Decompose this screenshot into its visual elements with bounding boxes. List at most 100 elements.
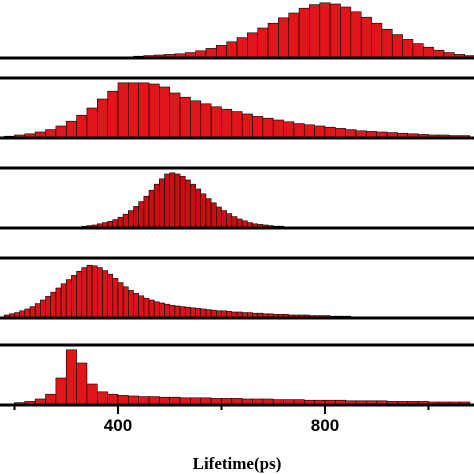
bar xyxy=(138,295,145,319)
bar xyxy=(96,267,103,319)
bar xyxy=(210,202,217,229)
bar xyxy=(159,86,171,139)
bar xyxy=(221,210,227,229)
bar xyxy=(159,302,165,319)
bar xyxy=(174,173,181,229)
bar xyxy=(231,216,238,229)
bar xyxy=(303,124,315,139)
bar xyxy=(29,306,36,319)
bar xyxy=(112,278,119,319)
bar xyxy=(128,82,139,139)
bar xyxy=(164,173,171,229)
bar xyxy=(350,11,362,59)
bar xyxy=(107,90,119,139)
bar xyxy=(122,286,129,319)
bar xyxy=(267,22,279,59)
bar xyxy=(76,362,88,406)
bar xyxy=(133,293,139,319)
bar xyxy=(55,125,67,139)
bar xyxy=(40,299,46,319)
bar xyxy=(293,123,305,139)
bar xyxy=(236,37,248,59)
bar xyxy=(50,291,57,319)
bar xyxy=(148,299,155,319)
bar xyxy=(309,4,321,59)
bar xyxy=(148,189,155,229)
bar xyxy=(117,216,124,229)
bar xyxy=(221,108,233,139)
bar xyxy=(272,119,284,139)
bar xyxy=(205,198,212,229)
bar xyxy=(96,391,108,406)
bar xyxy=(169,92,181,139)
bar xyxy=(86,383,98,406)
bar xyxy=(241,113,253,139)
bar xyxy=(190,183,196,229)
bar xyxy=(148,83,160,139)
bar xyxy=(91,265,98,319)
bar xyxy=(169,172,176,229)
bar xyxy=(81,267,88,319)
bar xyxy=(402,39,414,59)
x-axis-label: Lifetime(ps) xyxy=(193,454,282,473)
bar xyxy=(55,377,67,406)
bar xyxy=(278,17,290,59)
bar xyxy=(195,188,202,229)
bar xyxy=(138,201,145,229)
bar xyxy=(128,290,134,319)
bar xyxy=(174,305,181,319)
bar xyxy=(210,106,222,139)
bar xyxy=(164,303,171,319)
bar xyxy=(133,206,139,229)
bar xyxy=(34,303,41,319)
bar xyxy=(184,306,191,319)
bar xyxy=(55,287,62,319)
bar xyxy=(340,6,352,59)
bar xyxy=(128,210,134,229)
bar xyxy=(226,213,233,229)
bar xyxy=(360,16,372,59)
bar xyxy=(159,178,165,229)
bar xyxy=(138,82,150,139)
bar xyxy=(216,206,222,229)
bar xyxy=(96,98,108,139)
bar xyxy=(216,45,227,59)
bar xyxy=(381,28,393,59)
bar xyxy=(71,275,77,319)
bar xyxy=(45,393,57,406)
bar xyxy=(184,179,191,229)
bar xyxy=(283,121,295,139)
bar xyxy=(200,103,212,139)
x-tick-label: 800 xyxy=(311,416,339,435)
bar xyxy=(153,301,160,319)
bar xyxy=(117,82,129,139)
bar xyxy=(288,12,300,59)
bar xyxy=(65,279,72,319)
bar xyxy=(412,43,424,59)
bar xyxy=(226,41,238,59)
bar xyxy=(107,273,114,319)
bar xyxy=(45,296,52,319)
bar xyxy=(143,195,150,229)
x-tick-label: 400 xyxy=(104,416,132,435)
bar xyxy=(324,126,336,139)
bar xyxy=(143,297,150,319)
bar xyxy=(65,349,77,406)
bar xyxy=(262,117,274,139)
bar xyxy=(231,111,243,139)
bar xyxy=(153,183,160,229)
bar xyxy=(122,213,129,229)
bar xyxy=(314,125,326,139)
bar xyxy=(298,7,310,59)
bar xyxy=(391,34,403,59)
bar xyxy=(252,116,264,139)
bar xyxy=(190,100,202,139)
bar xyxy=(179,96,191,139)
bar xyxy=(102,270,108,319)
bar xyxy=(60,283,67,319)
bar xyxy=(76,270,83,319)
bar xyxy=(319,2,331,59)
bar xyxy=(179,176,186,229)
bar xyxy=(257,27,269,59)
